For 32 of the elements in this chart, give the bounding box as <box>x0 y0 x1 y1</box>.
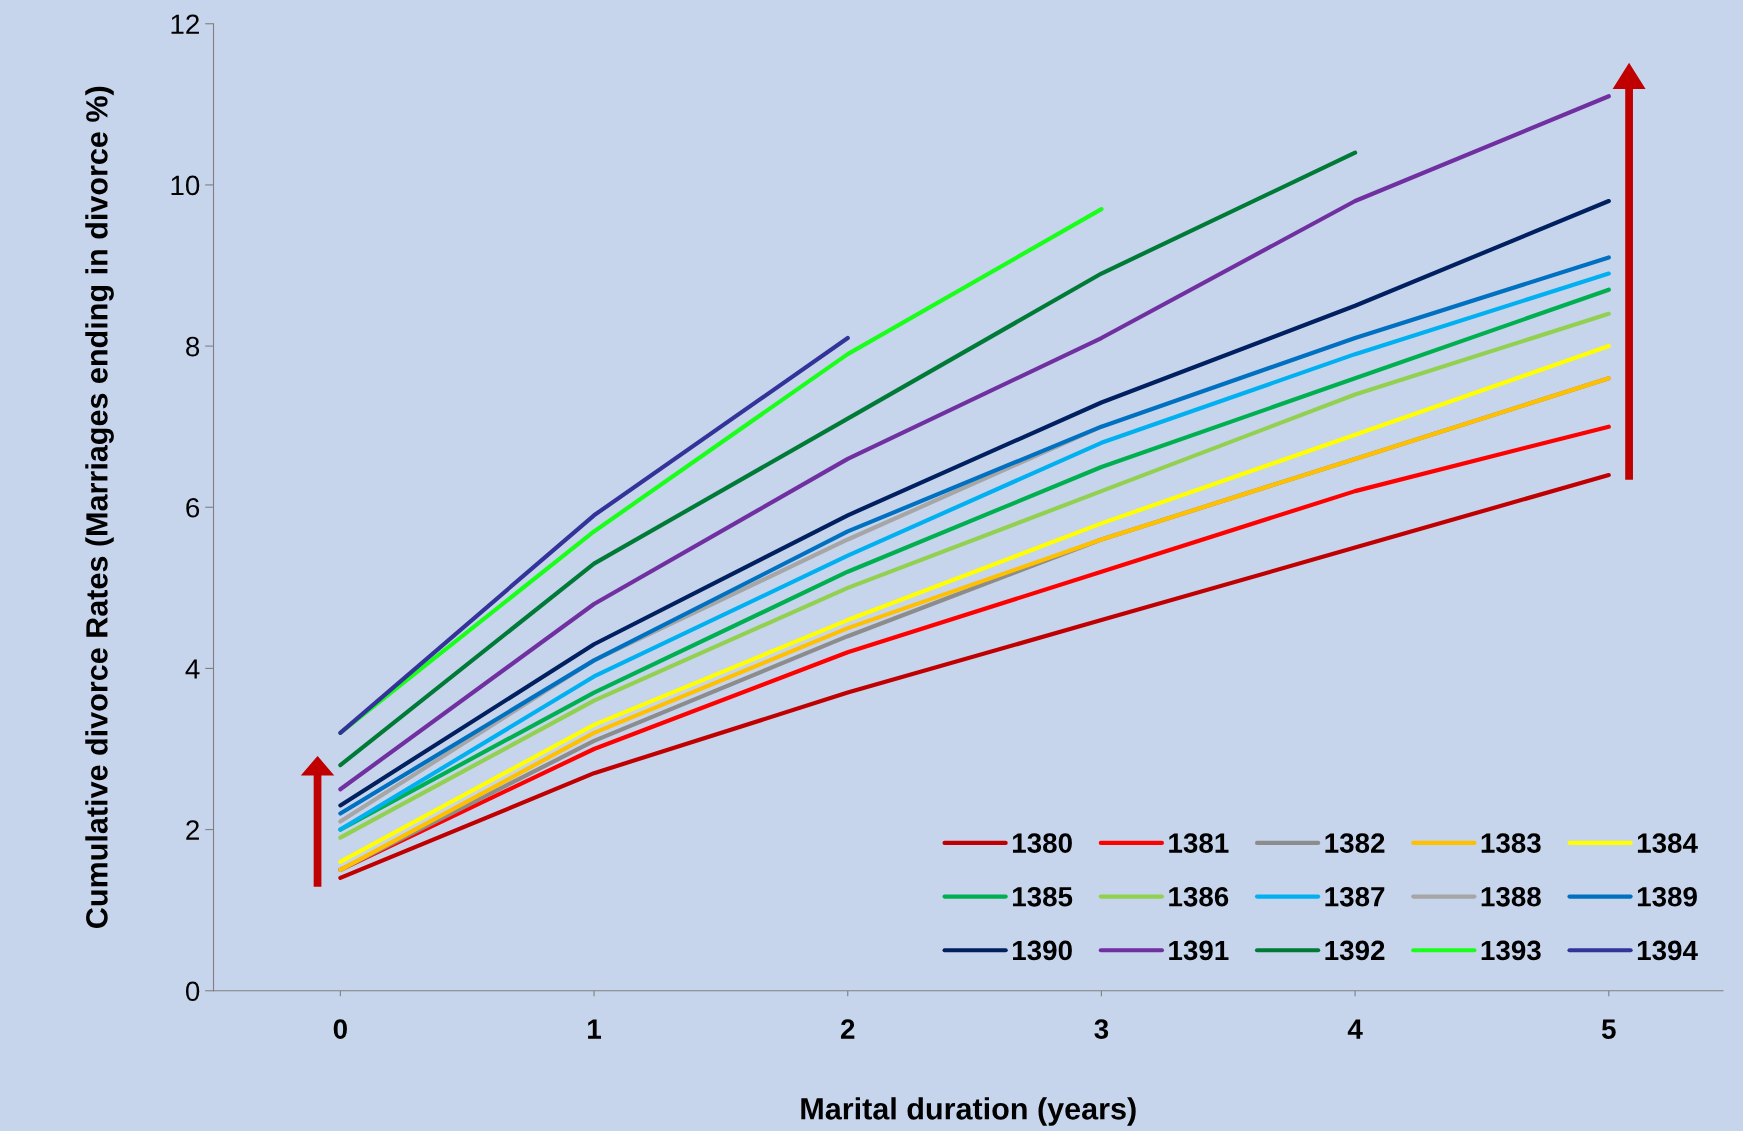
legend-label: 1387 <box>1325 886 1385 907</box>
x-axis-title: Marital duration (years) <box>801 1097 1136 1126</box>
line-series <box>338 150 1358 768</box>
x-tick-label: 5 <box>1601 1019 1616 1039</box>
legend-label: 1382 <box>1325 833 1385 853</box>
legend-label: 1386 <box>1169 886 1229 907</box>
legend-label: 1383 <box>1481 833 1541 853</box>
legend-label: 1392 <box>1325 940 1385 961</box>
y-tick-label: 8 <box>186 336 200 357</box>
y-tick-label: 10 <box>171 175 200 196</box>
legend-label: 1384 <box>1637 833 1698 853</box>
legend-label: 1390 <box>1012 940 1072 961</box>
legend-label: 1388 <box>1481 886 1541 907</box>
line-series <box>338 94 1611 792</box>
x-tick-label: 4 <box>1347 1019 1363 1039</box>
x-tick-label: 2 <box>840 1019 855 1039</box>
legend-label: 1381 <box>1169 833 1229 853</box>
y-tick-label: 6 <box>186 497 200 518</box>
x-tick-label: 3 <box>1094 1019 1109 1039</box>
x-tick-label: 0 <box>333 1019 347 1039</box>
legend-label: 1380 <box>1012 833 1072 853</box>
legend-label: 1393 <box>1481 940 1541 961</box>
x-tick-label: 1 <box>588 1019 601 1039</box>
legend-label: 1391 <box>1169 940 1229 961</box>
y-axis-title: Cumulative divorce Rates (Marriages ending in divorce %) <box>85 86 114 928</box>
y-tick-label: 2 <box>186 820 199 840</box>
legend-label: 1394 <box>1637 940 1698 961</box>
y-tick-label: 4 <box>185 659 200 679</box>
legend-label: 1389 <box>1637 886 1697 907</box>
y-tick-label: 12 <box>171 14 199 34</box>
legend-label: 1385 <box>1012 886 1073 907</box>
y-tick-label: 0 <box>185 981 200 1002</box>
